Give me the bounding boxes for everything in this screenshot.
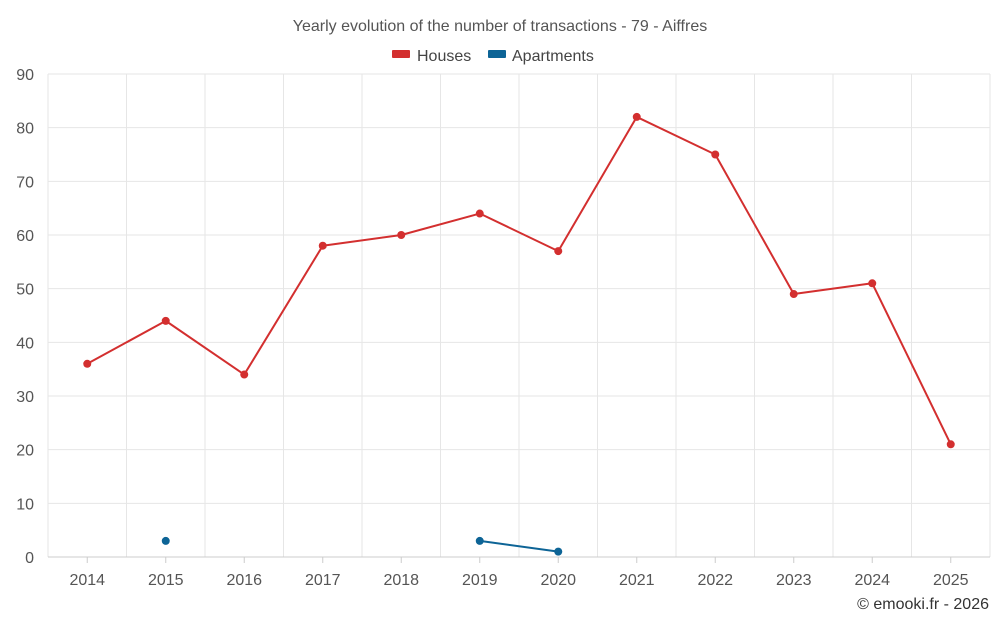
y-tick-label: 80 bbox=[16, 121, 34, 138]
x-tick-label: 2022 bbox=[697, 572, 733, 589]
x-tick-label: 2016 bbox=[226, 572, 262, 589]
chart-title: Yearly evolution of the number of transa… bbox=[293, 18, 707, 35]
y-tick-label: 20 bbox=[16, 443, 34, 460]
y-tick-label: 30 bbox=[16, 389, 34, 406]
series bbox=[83, 112, 955, 556]
data-point-houses-2020[interactable] bbox=[554, 247, 563, 256]
data-point-houses-2024[interactable] bbox=[868, 279, 877, 288]
y-tick-label: 10 bbox=[16, 496, 34, 513]
y-tick-label: 0 bbox=[25, 550, 34, 567]
x-tick-label: 2019 bbox=[462, 572, 498, 589]
data-point-apartments-2015[interactable] bbox=[161, 536, 170, 545]
grid bbox=[47, 73, 991, 557]
legend-label-apartments[interactable]: Apartments bbox=[512, 48, 594, 65]
y-tick-label: 50 bbox=[16, 282, 34, 299]
data-point-houses-2014[interactable] bbox=[83, 359, 92, 368]
axes: 0 10 20 30 40 50 60 70 80 90 2014 2015 2016 2017 2018 2… bbox=[16, 67, 990, 589]
legend-label-houses[interactable]: Houses bbox=[417, 48, 471, 65]
x-tick-label: 2020 bbox=[540, 572, 576, 589]
x-tick-label: 2018 bbox=[383, 572, 419, 589]
data-point-houses-2023[interactable] bbox=[789, 290, 798, 299]
series-apartments bbox=[161, 536, 563, 556]
data-point-apartments-2019[interactable] bbox=[475, 536, 484, 545]
x-tick-label: 2023 bbox=[776, 572, 812, 589]
y-tick-label: 40 bbox=[16, 335, 34, 352]
data-point-houses-2021[interactable] bbox=[632, 112, 641, 121]
data-point-houses-2016[interactable] bbox=[240, 370, 249, 379]
data-point-houses-2017[interactable] bbox=[318, 241, 327, 250]
y-tick-label: 90 bbox=[16, 67, 34, 84]
data-point-houses-2025[interactable] bbox=[946, 440, 955, 449]
credit-text: © emooki.fr - 2026 bbox=[857, 596, 989, 613]
x-tick-label: 2015 bbox=[148, 572, 184, 589]
x-tick-label: 2021 bbox=[619, 572, 655, 589]
x-tick-label: 2017 bbox=[305, 572, 341, 589]
data-point-houses-2018[interactable] bbox=[397, 231, 406, 239]
data-point-houses-2019[interactable] bbox=[475, 209, 484, 218]
legend-swatch-apartments[interactable] bbox=[488, 50, 506, 58]
data-point-apartments-2020[interactable] bbox=[554, 547, 563, 556]
x-tick-label: 2025 bbox=[933, 572, 969, 589]
series-line-apartments bbox=[479, 539, 559, 553]
series-line-houses bbox=[86, 115, 952, 445]
legend-swatch-houses[interactable] bbox=[392, 50, 410, 58]
x-tick-label: 2024 bbox=[854, 572, 890, 589]
data-point-houses-2022[interactable] bbox=[711, 150, 720, 159]
x-tick-label: 2014 bbox=[69, 572, 105, 589]
series-houses bbox=[83, 112, 955, 449]
y-tick-label: 70 bbox=[16, 174, 34, 191]
legend: Houses Apartments bbox=[392, 48, 594, 65]
y-tick-label: 60 bbox=[16, 228, 34, 245]
data-point-houses-2015[interactable] bbox=[161, 316, 170, 325]
